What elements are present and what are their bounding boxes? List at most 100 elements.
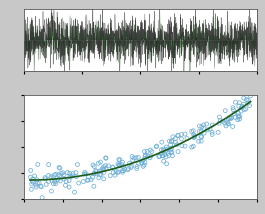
Point <box>31 177 35 181</box>
Point <box>74 171 78 174</box>
Point <box>114 170 118 173</box>
Point <box>145 154 150 158</box>
Point <box>202 131 206 135</box>
Point <box>237 104 241 108</box>
Point <box>208 127 212 131</box>
Point <box>217 115 222 119</box>
Point <box>168 148 173 152</box>
Point <box>111 171 115 174</box>
Point <box>108 174 112 177</box>
Point <box>242 96 246 100</box>
Point <box>32 174 37 178</box>
Point <box>176 134 180 137</box>
Point <box>163 153 167 156</box>
Point <box>231 106 235 109</box>
Point <box>57 166 61 169</box>
Point <box>99 169 103 173</box>
Point <box>101 168 106 171</box>
Point <box>62 173 66 177</box>
Point <box>199 135 203 138</box>
Point <box>161 154 165 158</box>
Point <box>210 131 214 134</box>
Point <box>98 173 102 176</box>
Point <box>56 173 60 177</box>
Point <box>165 162 169 165</box>
Point <box>197 140 201 143</box>
Point <box>85 178 89 182</box>
Point <box>127 162 132 165</box>
Point <box>132 156 136 160</box>
Point <box>120 160 125 164</box>
Point <box>38 184 43 188</box>
Point <box>193 134 197 138</box>
Point <box>101 165 106 168</box>
Point <box>63 184 68 187</box>
Point <box>58 179 62 183</box>
Point <box>185 137 189 140</box>
Point <box>56 178 60 181</box>
Point <box>148 148 152 152</box>
Point <box>193 135 197 138</box>
Point <box>86 175 91 179</box>
Point <box>179 137 184 141</box>
Point <box>29 188 33 191</box>
Point <box>239 110 243 113</box>
Point <box>75 163 80 166</box>
Point <box>46 174 51 177</box>
Point <box>126 168 130 172</box>
Point <box>111 166 115 169</box>
Point <box>229 117 233 120</box>
Point <box>240 105 244 108</box>
Point <box>94 170 98 173</box>
Point <box>210 123 214 127</box>
Point <box>176 134 180 137</box>
Point <box>224 124 228 128</box>
Point <box>118 158 122 161</box>
Point <box>120 171 125 174</box>
Point <box>163 150 167 153</box>
Point <box>231 108 236 111</box>
Point <box>141 159 145 162</box>
Point <box>157 155 161 158</box>
Point <box>226 117 231 120</box>
Point <box>46 180 51 183</box>
Point <box>52 174 56 177</box>
Point <box>218 119 222 122</box>
Point <box>248 104 252 107</box>
Point <box>39 185 43 188</box>
Point <box>131 159 135 162</box>
Point <box>244 98 249 101</box>
Point <box>143 155 147 158</box>
Point <box>236 118 240 121</box>
Point <box>189 145 194 149</box>
Point <box>68 172 72 175</box>
Point <box>143 161 147 164</box>
Point <box>232 112 236 115</box>
Point <box>136 162 141 165</box>
Point <box>169 139 174 143</box>
Point <box>98 160 103 164</box>
Point <box>199 130 203 133</box>
Point <box>143 153 148 157</box>
Point <box>121 165 126 168</box>
Point <box>65 171 70 174</box>
Point <box>28 175 33 179</box>
Point <box>173 140 178 144</box>
Point <box>159 148 164 152</box>
Point <box>169 151 173 154</box>
Point <box>135 165 139 168</box>
Point <box>64 180 68 183</box>
Point <box>113 174 117 177</box>
Point <box>89 178 93 181</box>
Point <box>47 163 51 166</box>
Point <box>50 179 54 182</box>
Point <box>140 161 144 165</box>
Point <box>161 159 166 163</box>
Point <box>242 103 246 106</box>
Point <box>110 165 114 169</box>
Point <box>191 129 195 132</box>
Point <box>248 94 253 98</box>
Point <box>92 172 96 175</box>
Point <box>70 174 74 177</box>
Point <box>59 172 63 175</box>
